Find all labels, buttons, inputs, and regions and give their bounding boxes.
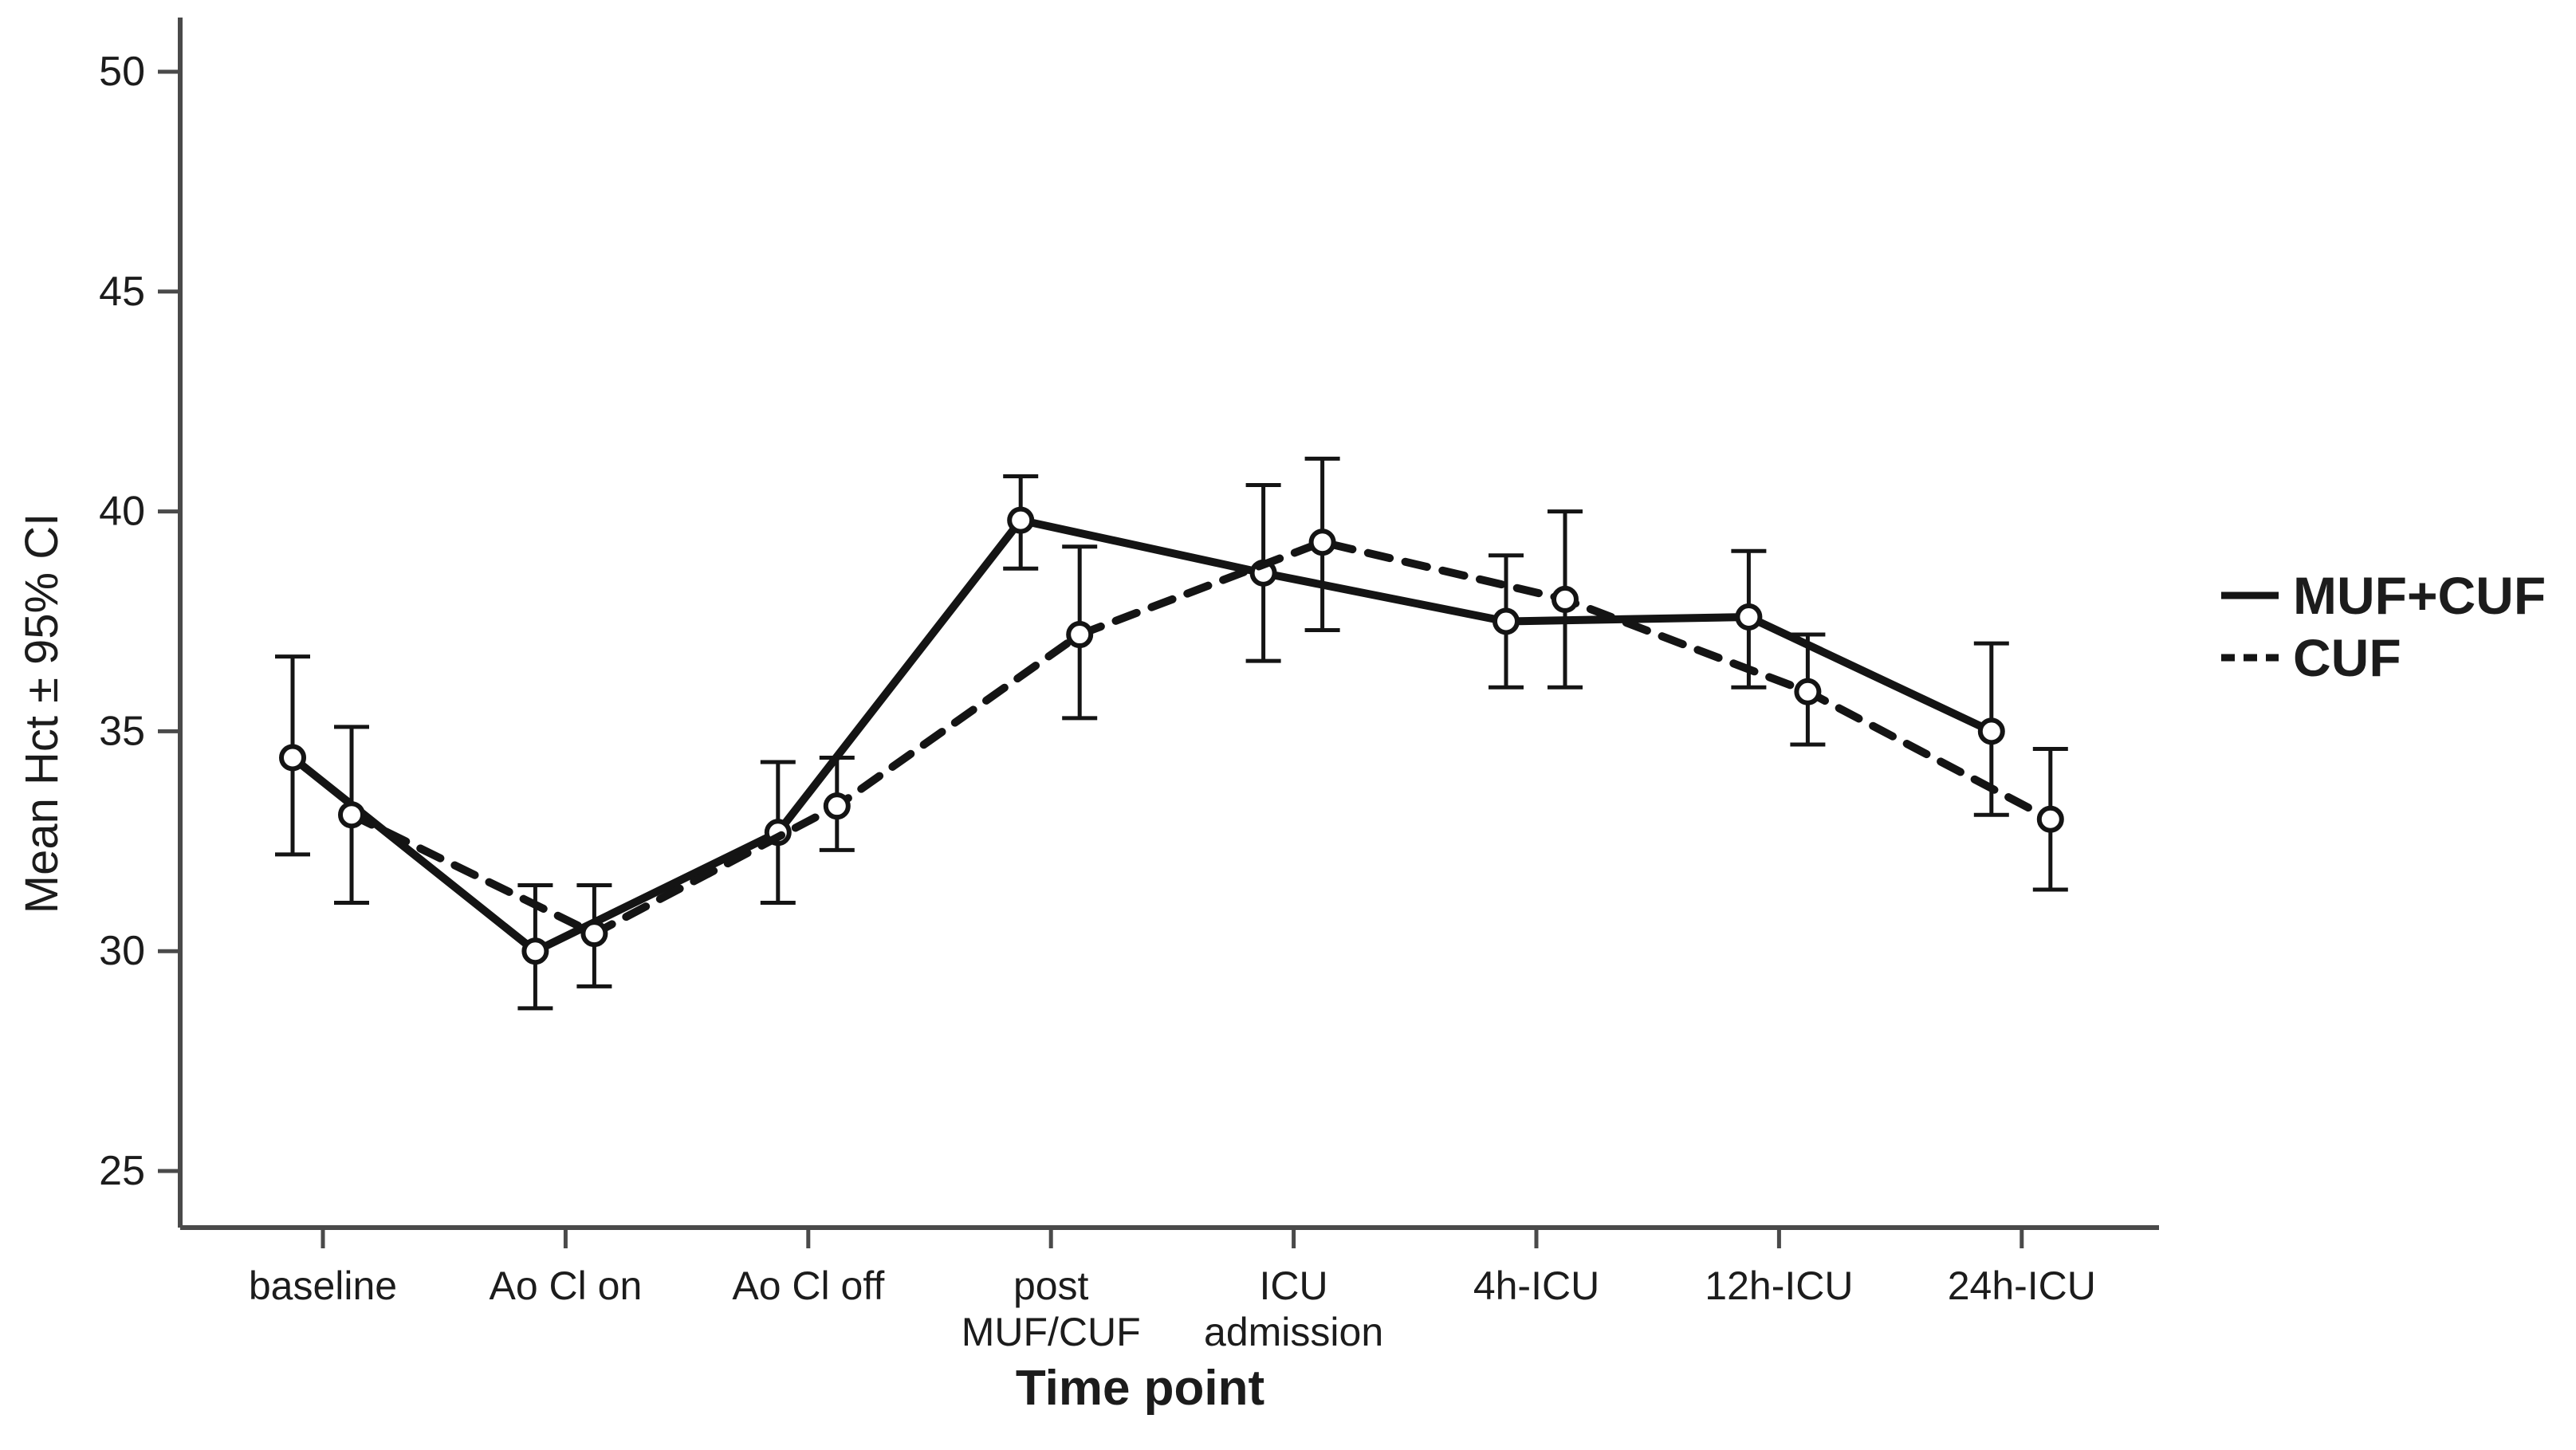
x-tick-label: 4h-ICU [1473, 1263, 1599, 1308]
y-tick-label: 40 [99, 489, 145, 535]
x-tick-label: ICU [1260, 1263, 1328, 1308]
series-cuf [334, 456, 2068, 988]
legend-label: MUF+CUF [2293, 566, 2546, 625]
data-point-marker [1308, 529, 1336, 556]
x-tick-label: 12h-ICU [1705, 1263, 1853, 1308]
y-tick-label: 45 [99, 269, 145, 315]
data-point-marker [1735, 603, 1763, 631]
legend-item: MUF+CUF [2221, 566, 2546, 625]
legend-item: CUF [2221, 628, 2401, 687]
series-line-dashed [348, 537, 2055, 938]
series-line-solid [289, 516, 1996, 957]
data-point-marker [580, 920, 608, 948]
y-tick-label: 35 [99, 708, 145, 754]
x-tick-label: 24h-ICU [1948, 1263, 2096, 1308]
series-muf-cuf [275, 474, 2009, 1011]
axes [178, 18, 2159, 1230]
data-point-marker [338, 801, 365, 829]
data-point-marker [521, 937, 549, 965]
x-axis-title: Time point [1016, 1361, 1264, 1416]
data-point-marker [1794, 678, 1822, 705]
data-point-marker [1493, 607, 1520, 635]
data-point-marker [1977, 717, 2005, 745]
y-tick-label: 30 [99, 928, 145, 974]
y-tick-label: 50 [99, 49, 145, 95]
data-point-marker [1551, 585, 1579, 613]
legend-label: CUF [2293, 628, 2401, 687]
data-point-marker [1007, 506, 1035, 534]
x-tick-label: baseline [249, 1263, 397, 1308]
data-point-marker [279, 744, 306, 772]
x-tick-label: Ao Cl off [732, 1263, 884, 1308]
y-tick-label: 25 [99, 1148, 145, 1194]
y-axis-title: Mean Hct ± 95% CI [16, 513, 68, 914]
x-tick-label: MUF/CUF [962, 1310, 1141, 1354]
data-point-marker [2036, 805, 2064, 833]
x-tick-label: post [1013, 1263, 1089, 1308]
data-point-marker [823, 792, 851, 820]
data-point-marker [1066, 621, 1094, 649]
y-axis: 50 45 40 35 30 25 [99, 49, 180, 1194]
x-tick-label: Ao Cl on [490, 1263, 643, 1308]
x-tick-label: admission [1204, 1310, 1383, 1354]
